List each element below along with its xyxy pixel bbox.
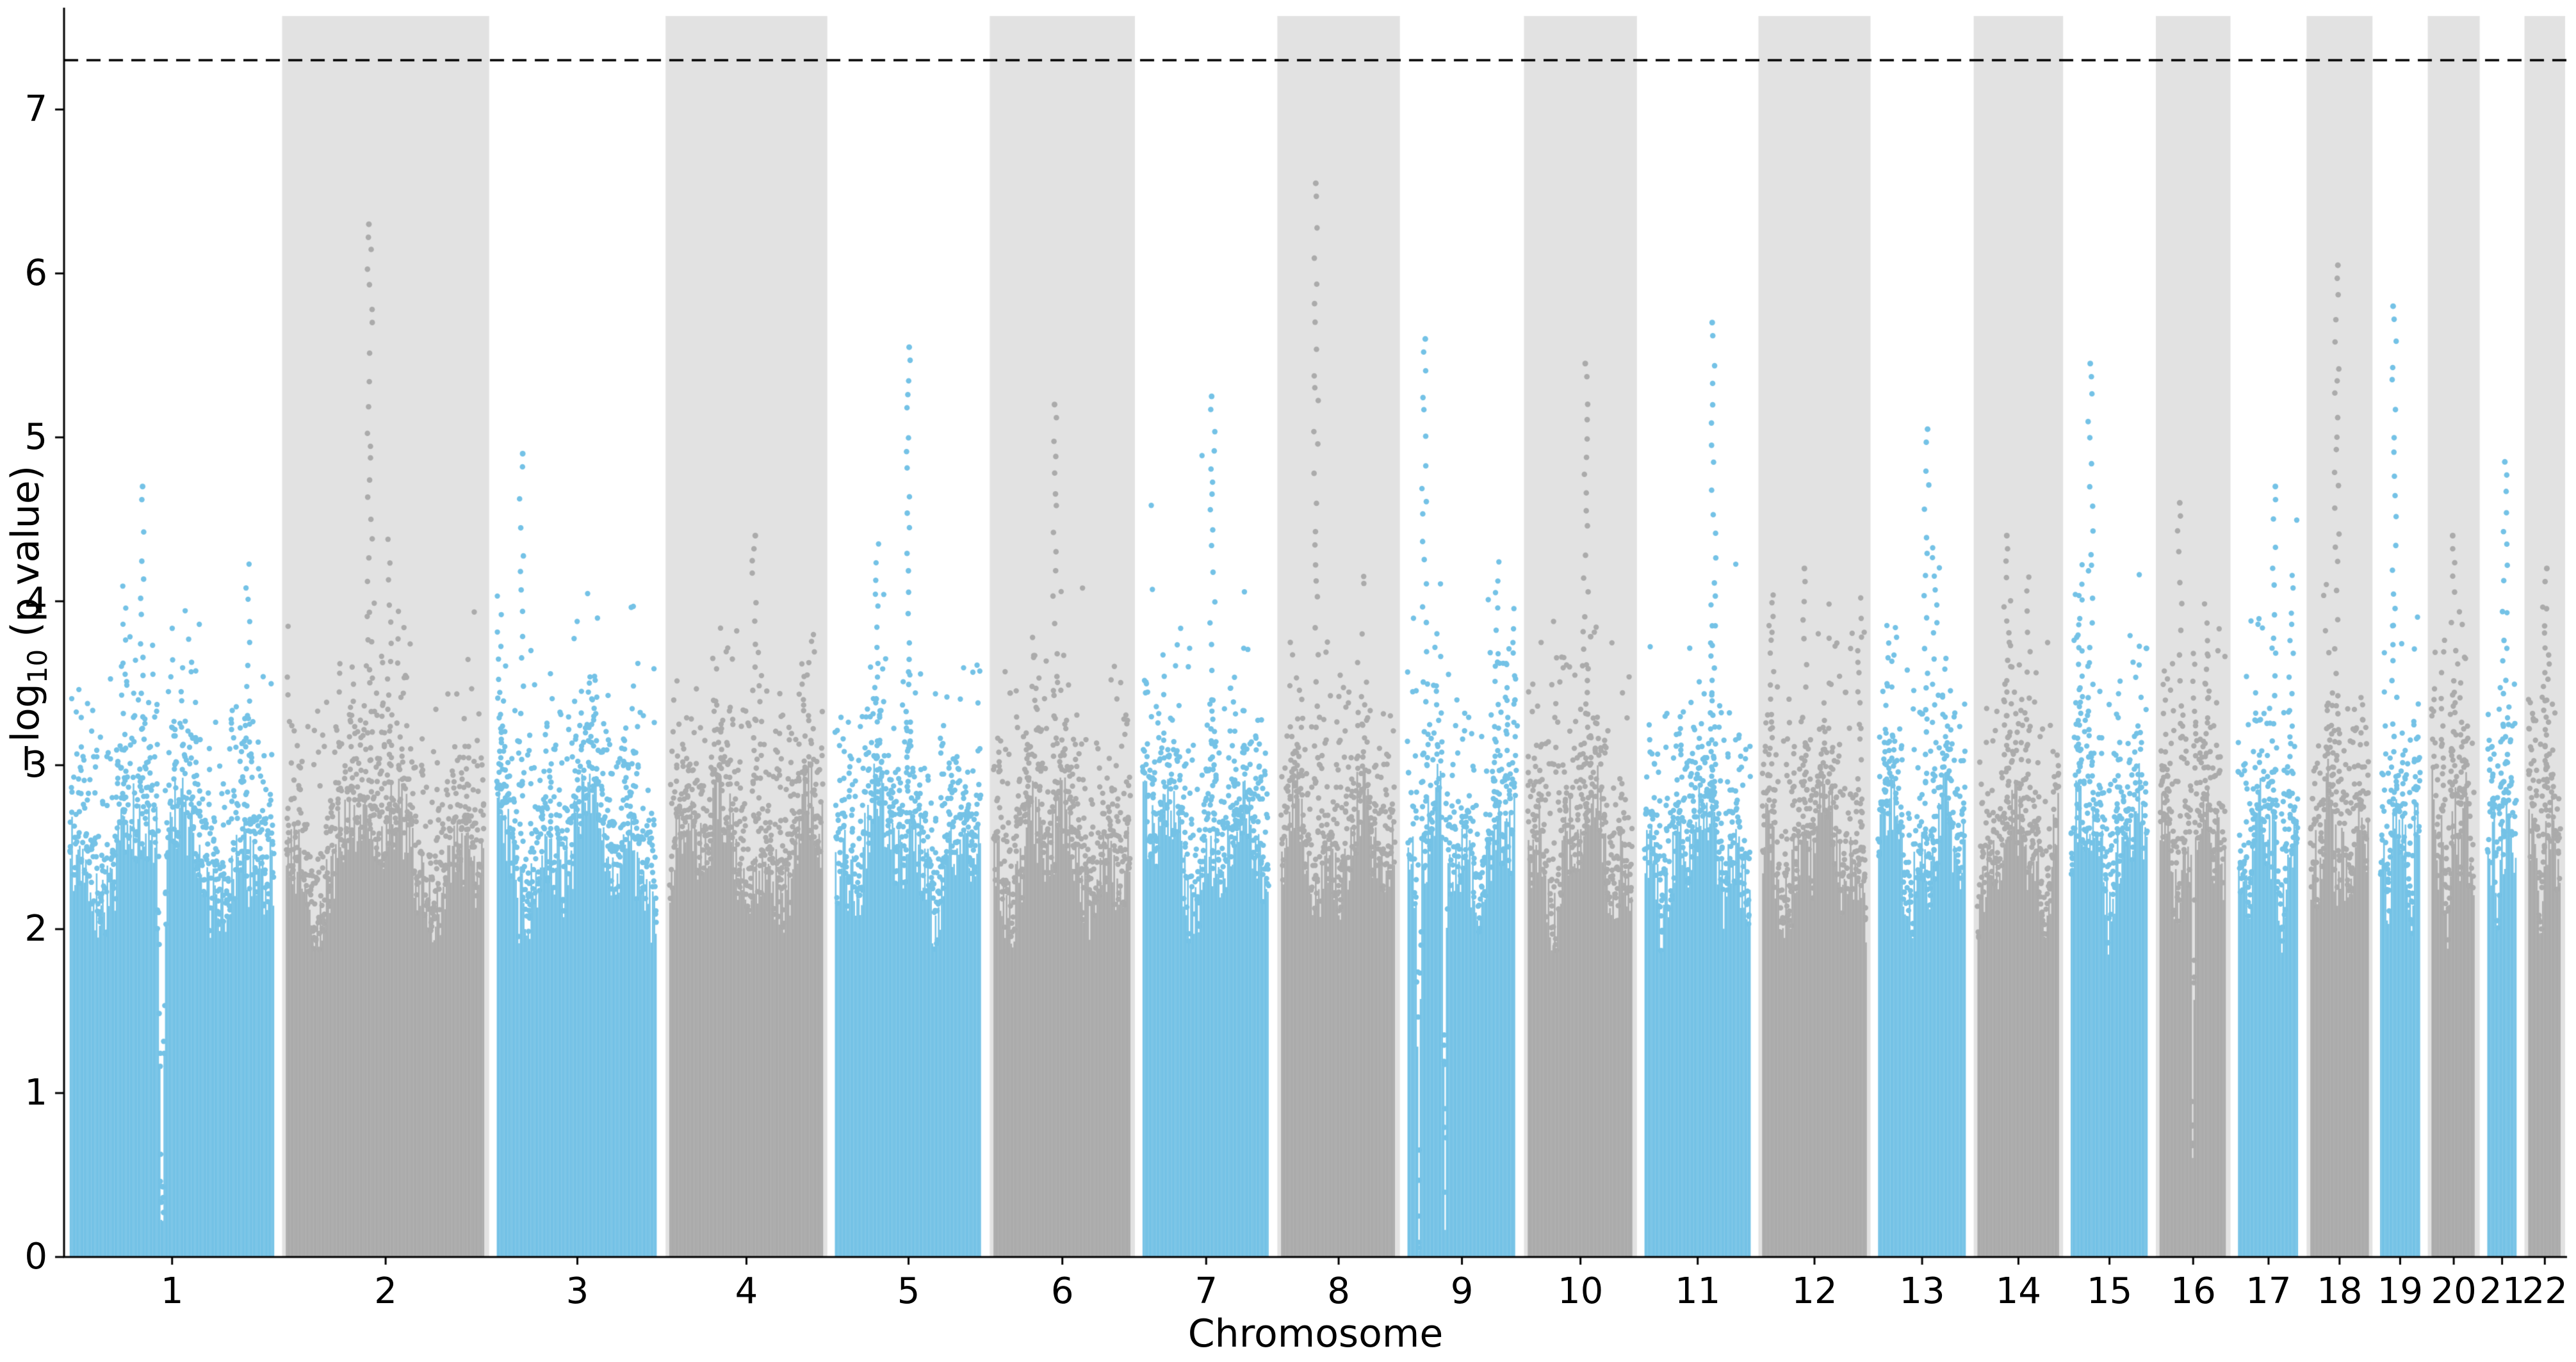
x-tick-label-chromosome: 22 [2522, 1270, 2568, 1312]
x-tick-label-chromosome: 1 [160, 1270, 184, 1312]
y-tick-label: 4 [24, 580, 47, 622]
x-tick-label-chromosome: 4 [735, 1270, 758, 1312]
x-tick-label-chromosome: 3 [566, 1270, 589, 1312]
y-tick-label: 0 [24, 1236, 47, 1277]
y-axis-label: −log10 (p value) [3, 466, 53, 774]
y-tick-label: 6 [24, 252, 47, 294]
x-tick-label-chromosome: 17 [2246, 1270, 2292, 1312]
x-tick-label-chromosome: 11 [1675, 1270, 1721, 1312]
x-tick-label-chromosome: 13 [1899, 1270, 1945, 1312]
x-tick-label-chromosome: 21 [2479, 1270, 2525, 1312]
x-axis-label: Chromosome [1187, 1311, 1444, 1356]
y-axis-label-suffix: (p value) [3, 465, 48, 649]
x-tick-label-chromosome: 8 [1327, 1270, 1350, 1312]
x-tick-label-chromosome: 12 [1791, 1270, 1838, 1312]
x-tick-label-chromosome: 15 [2086, 1270, 2133, 1312]
x-tick-label-chromosome: 18 [2317, 1270, 2363, 1312]
y-axis-label-subscript: 10 [22, 649, 53, 684]
x-tick-label-chromosome: 16 [2170, 1270, 2216, 1312]
x-tick-label-chromosome: 20 [2431, 1270, 2477, 1312]
y-axis-label-prefix: −log [3, 683, 48, 775]
x-tick-label-chromosome: 14 [1995, 1270, 2042, 1312]
x-tick-label-chromosome: 2 [374, 1270, 397, 1312]
y-tick-label: 7 [24, 88, 47, 130]
y-tick-label: 1 [24, 1071, 47, 1114]
y-tick-label: 5 [24, 416, 47, 458]
x-tick-label-chromosome: 5 [897, 1270, 920, 1312]
x-tick-label-chromosome: 6 [1050, 1270, 1074, 1312]
y-tick-label: 3 [24, 743, 47, 786]
x-tick-label-chromosome: 10 [1558, 1270, 1604, 1312]
y-tick-label: 2 [24, 907, 47, 950]
x-tick-label-chromosome: 7 [1194, 1270, 1218, 1312]
x-tick-label-chromosome: 9 [1450, 1270, 1474, 1312]
x-tick-label-chromosome: 19 [2377, 1270, 2424, 1312]
